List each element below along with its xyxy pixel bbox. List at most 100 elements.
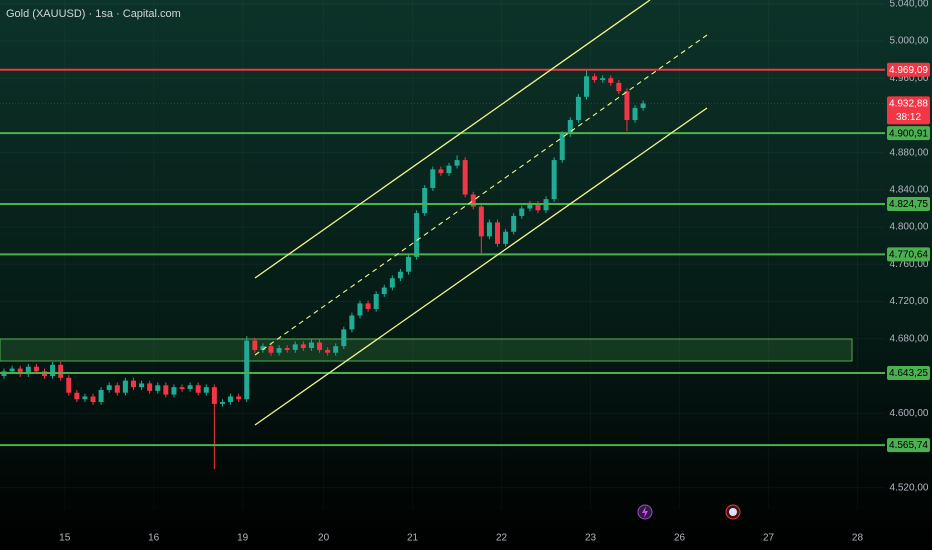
zone: [0, 338, 853, 362]
candle-body: [74, 392, 80, 400]
candle-body: [583, 76, 589, 97]
x-tick-label: 16: [148, 533, 160, 544]
y-tick-label: 4.520,00: [890, 482, 929, 493]
candle-body: [114, 385, 120, 393]
candle-body: [325, 349, 331, 353]
candle-body: [82, 396, 88, 400]
level-label-bg: [887, 438, 930, 453]
y-tick-label: 4.840,00: [890, 184, 929, 195]
candle-body: [632, 107, 638, 121]
candle-body: [66, 377, 72, 393]
last-price-label: 4.932,88: [889, 99, 928, 110]
candle-body: [219, 402, 225, 404]
candle-body: [575, 96, 581, 121]
candle-body: [179, 387, 185, 390]
level-label: 4.969,09: [889, 65, 928, 76]
channel-mid: [254, 34, 708, 356]
candle-body: [228, 396, 234, 403]
candle-body: [236, 396, 242, 400]
level-label-bg: [887, 62, 930, 77]
candle-body: [139, 383, 145, 388]
candle-body: [624, 91, 630, 121]
candle-body: [25, 366, 31, 375]
candle-body: [422, 187, 428, 214]
x-tick-label: 15: [59, 533, 71, 544]
candle-body: [486, 222, 492, 237]
x-tick-label: 28: [852, 533, 864, 544]
candle-body: [406, 256, 412, 272]
candle-body: [147, 383, 153, 391]
level-label: 4.643,25: [889, 368, 928, 379]
candle-body: [98, 389, 104, 403]
candle-body: [470, 194, 476, 207]
x-tick-label: 23: [585, 533, 597, 544]
candle-body: [640, 103, 646, 108]
candle-body: [195, 385, 201, 393]
event-icon-flag: [729, 508, 737, 516]
x-tick-label: 19: [237, 533, 249, 544]
chart-title: Gold (XAUUSD) · 1sa · Capital.com: [6, 8, 181, 20]
candle-body: [592, 76, 598, 81]
candle-body: [462, 160, 468, 195]
x-tick-label: 20: [318, 533, 330, 544]
candle-body: [389, 278, 395, 288]
candle-body: [260, 346, 266, 350]
candle-body: [373, 294, 379, 309]
y-tick-label: 5.040,00: [890, 0, 929, 9]
candle-body: [511, 215, 517, 232]
level-label-bg: [887, 126, 930, 141]
candle-body: [90, 396, 96, 403]
channel-upper: [254, 0, 651, 279]
candle-body: [616, 82, 622, 92]
candle-body: [478, 206, 484, 237]
candle-body: [495, 222, 501, 244]
candle-body: [244, 340, 250, 400]
candle-body: [600, 78, 606, 81]
candle-body: [519, 208, 525, 216]
y-tick-label: 5.000,00: [890, 36, 929, 47]
candle-body: [50, 364, 56, 376]
candle-body: [171, 387, 177, 395]
candle-body: [252, 340, 258, 350]
candle-body: [317, 342, 323, 350]
candle-body: [58, 364, 64, 378]
candle-body: [292, 344, 298, 350]
level-label: 4.565,74: [889, 440, 928, 451]
candle-body: [308, 342, 314, 349]
y-tick-label: 4.960,00: [890, 73, 929, 84]
candle-body: [130, 380, 136, 388]
y-tick-label: 4.600,00: [890, 408, 929, 419]
candle-body: [567, 120, 573, 135]
candle-body: [430, 169, 436, 188]
candle-body: [559, 134, 565, 161]
candle-body: [454, 160, 460, 166]
channel-lower: [254, 107, 708, 426]
candle-body: [9, 368, 15, 372]
candle-body: [349, 315, 355, 330]
candle-body: [527, 203, 533, 209]
y-tick-label: 4.800,00: [890, 222, 929, 233]
candle-body: [446, 165, 452, 174]
candle-body: [203, 387, 209, 393]
level-label: 4.770,64: [889, 250, 928, 261]
candle-body: [535, 203, 541, 211]
y-tick-label: 4.760,00: [890, 259, 929, 270]
candle-body: [187, 385, 193, 390]
candle-body: [365, 303, 371, 309]
last-price-bg: [887, 96, 930, 125]
level-label: 4.824,75: [889, 199, 928, 210]
candle-body: [300, 344, 306, 349]
candle-body: [357, 303, 363, 316]
candle-body: [276, 348, 282, 353]
candle-body: [608, 78, 614, 83]
candle-body: [163, 385, 169, 395]
y-tick-label: 4.720,00: [890, 296, 929, 307]
candle-body: [397, 271, 403, 279]
x-tick-label: 22: [496, 533, 508, 544]
y-tick-label: 4.680,00: [890, 333, 929, 344]
candle-body: [333, 346, 339, 353]
level-label-bg: [887, 197, 930, 212]
candle-body: [381, 287, 387, 295]
